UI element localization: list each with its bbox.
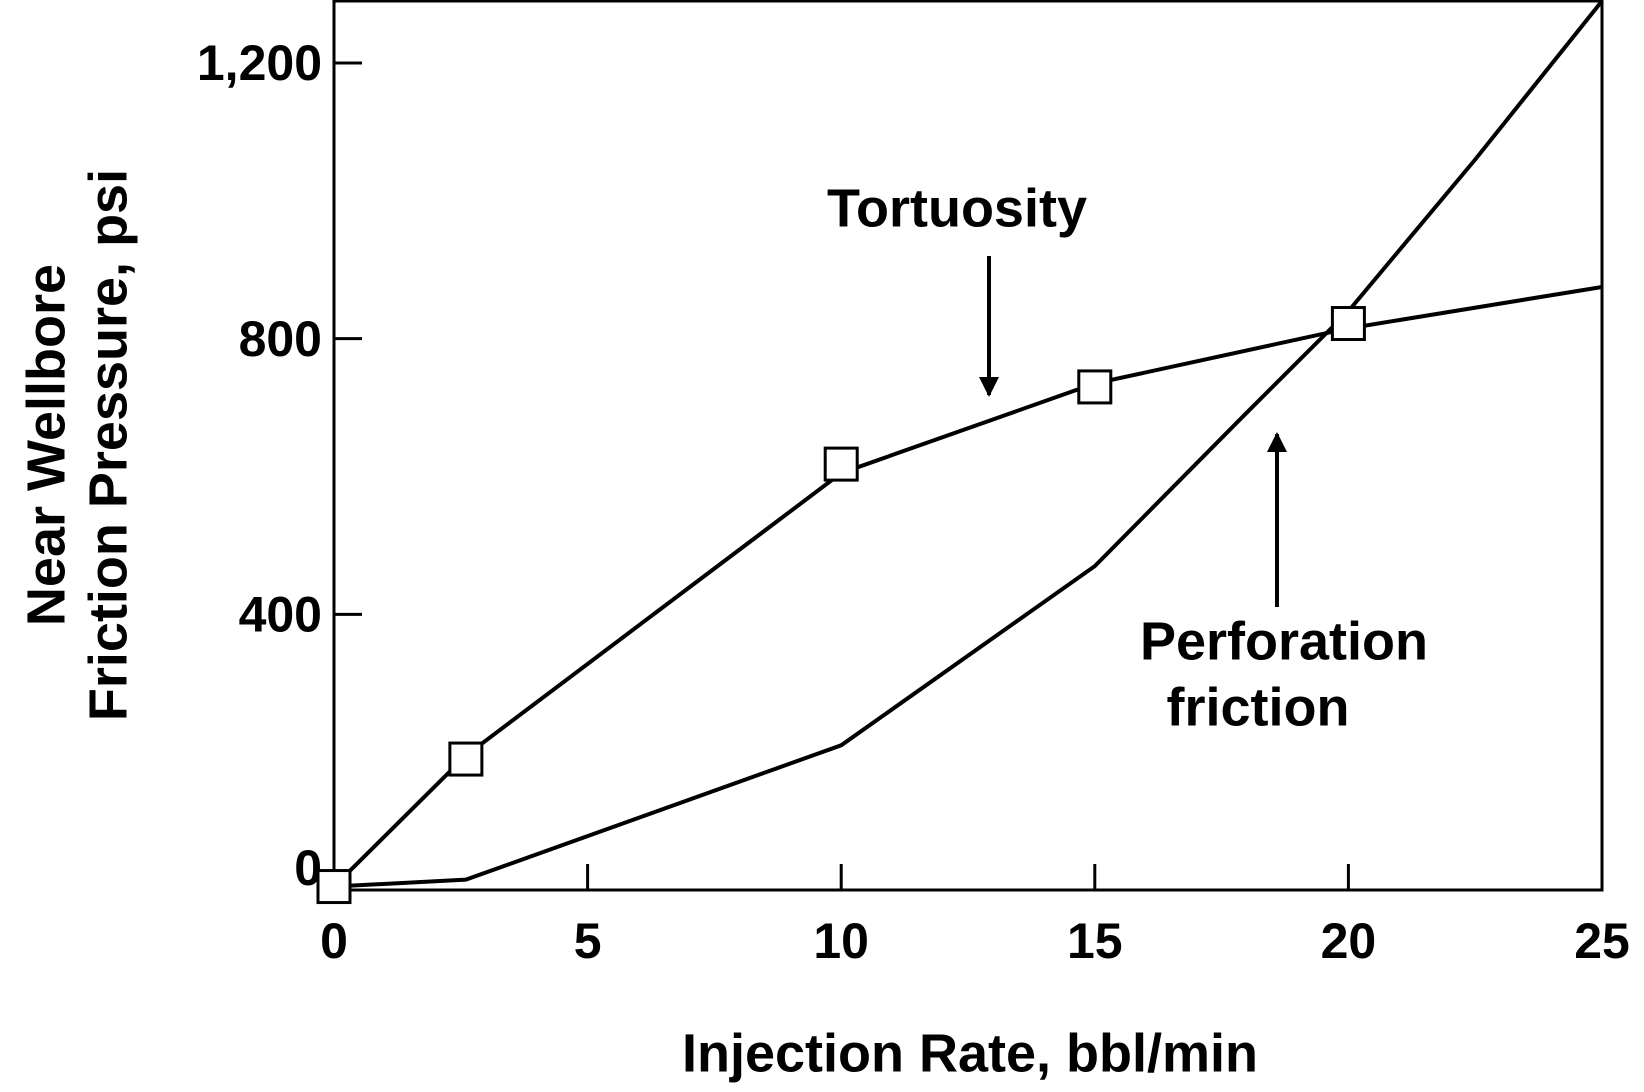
marker	[823, 446, 859, 482]
annotation: Tortuosity	[827, 178, 1087, 238]
line	[332, 285, 1603, 888]
y-axis-title: Near Wellbore	[16, 264, 76, 626]
x-tick-label: 25	[1574, 913, 1630, 969]
x-tick-label: 10	[813, 913, 869, 969]
plot-frame	[332, 0, 1604, 892]
marker	[316, 869, 352, 905]
marker	[1330, 306, 1366, 342]
y-tick-label: 1,200	[197, 35, 322, 91]
x-tick-label: 15	[1067, 913, 1123, 969]
x-tick-label: 0	[320, 913, 348, 969]
marker	[1077, 369, 1113, 405]
annotation: Perforation	[1140, 611, 1428, 671]
y-tick-label: 800	[239, 311, 322, 367]
y-axis-title: Friction Pressure, psi	[78, 169, 138, 721]
y-tick-label: 400	[239, 587, 322, 643]
line	[333, 0, 1604, 889]
x-tick-label: 20	[1321, 913, 1377, 969]
marker	[448, 741, 484, 777]
x-axis-title: Injection Rate, bbl/min	[682, 1023, 1258, 1083]
annotation: friction	[1167, 677, 1350, 737]
x-tick-label: 5	[574, 913, 602, 969]
